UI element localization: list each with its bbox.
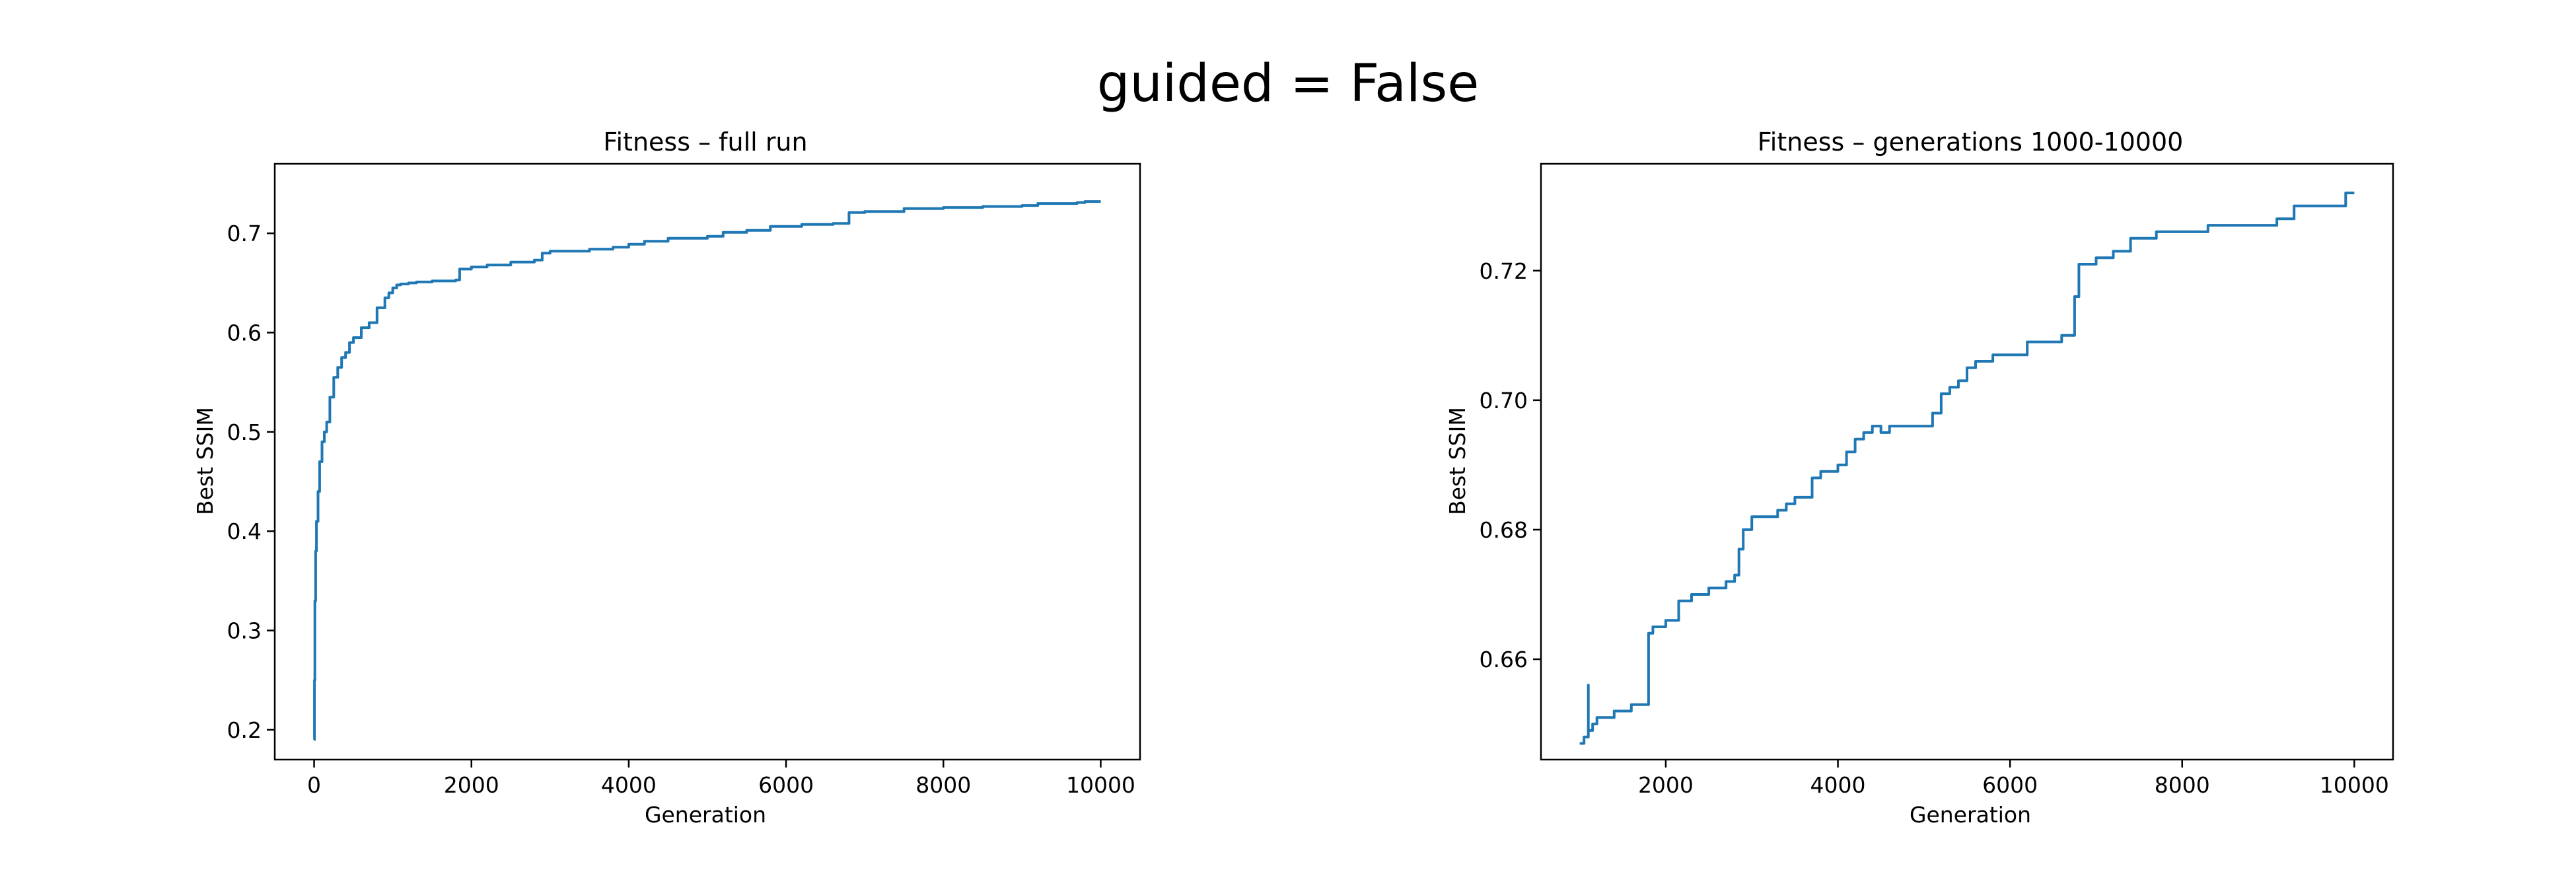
axes-frame [273,162,1141,761]
plot-area [313,200,1101,741]
y-tick-label: 0.6 [227,320,262,346]
y-tick-label: 0.70 [1480,388,1528,413]
chart-panel-generations-1000-10000: Fitness – generations 1000-10000 Generat… [1445,127,2394,828]
x-tick-label: 10000 [1066,772,1135,798]
x-axis-label: Generation [645,802,766,828]
y-tick-label: 0.5 [227,419,262,445]
figure-suptitle: guided = False [1097,54,1479,114]
x-tick-label: 4000 [601,772,657,798]
axis-ticks: 0 2000 4000 6000 8000 10000 0.2 0.3 0.4 0.5 0.6 0.7 [227,221,1135,798]
y-tick-label: 0.3 [227,618,262,644]
y-tick-label: 0.7 [227,221,262,246]
x-tick-label: 4000 [1810,772,1866,798]
y-axis-label: Best SSIM [192,407,218,515]
x-tick-label: 2000 [444,772,499,798]
axes-frame [1540,162,2394,761]
y-tick-label: 0.72 [1480,258,1528,284]
x-tick-label: 8000 [2155,772,2210,798]
y-tick-label: 0.66 [1480,647,1528,672]
series-line [1579,192,2355,745]
x-tick-label: 0 [307,772,321,798]
y-tick-label: 0.4 [227,519,262,544]
y-tick-label: 0.68 [1480,517,1528,543]
chart-panel-full-run: Fitness – full run Generation Best SSIM … [192,127,1141,828]
plot-area [1579,192,2355,745]
panel-title: Fitness – generations 1000-10000 [1758,127,2184,157]
x-tick-label: 8000 [915,772,971,798]
x-axis-label: Generation [1910,802,2031,828]
x-tick-label: 10000 [2320,772,2389,798]
x-tick-label: 6000 [1982,772,2038,798]
axis-ticks: 2000 4000 6000 8000 10000 0.66 0.68 0.70 0.72 [1480,258,2389,798]
series-line [313,200,1101,741]
x-tick-label: 6000 [758,772,814,798]
y-tick-label: 0.2 [227,717,262,743]
panel-title: Fitness – full run [603,127,807,157]
x-tick-label: 2000 [1638,772,1694,798]
y-axis-label: Best SSIM [1445,407,1470,515]
